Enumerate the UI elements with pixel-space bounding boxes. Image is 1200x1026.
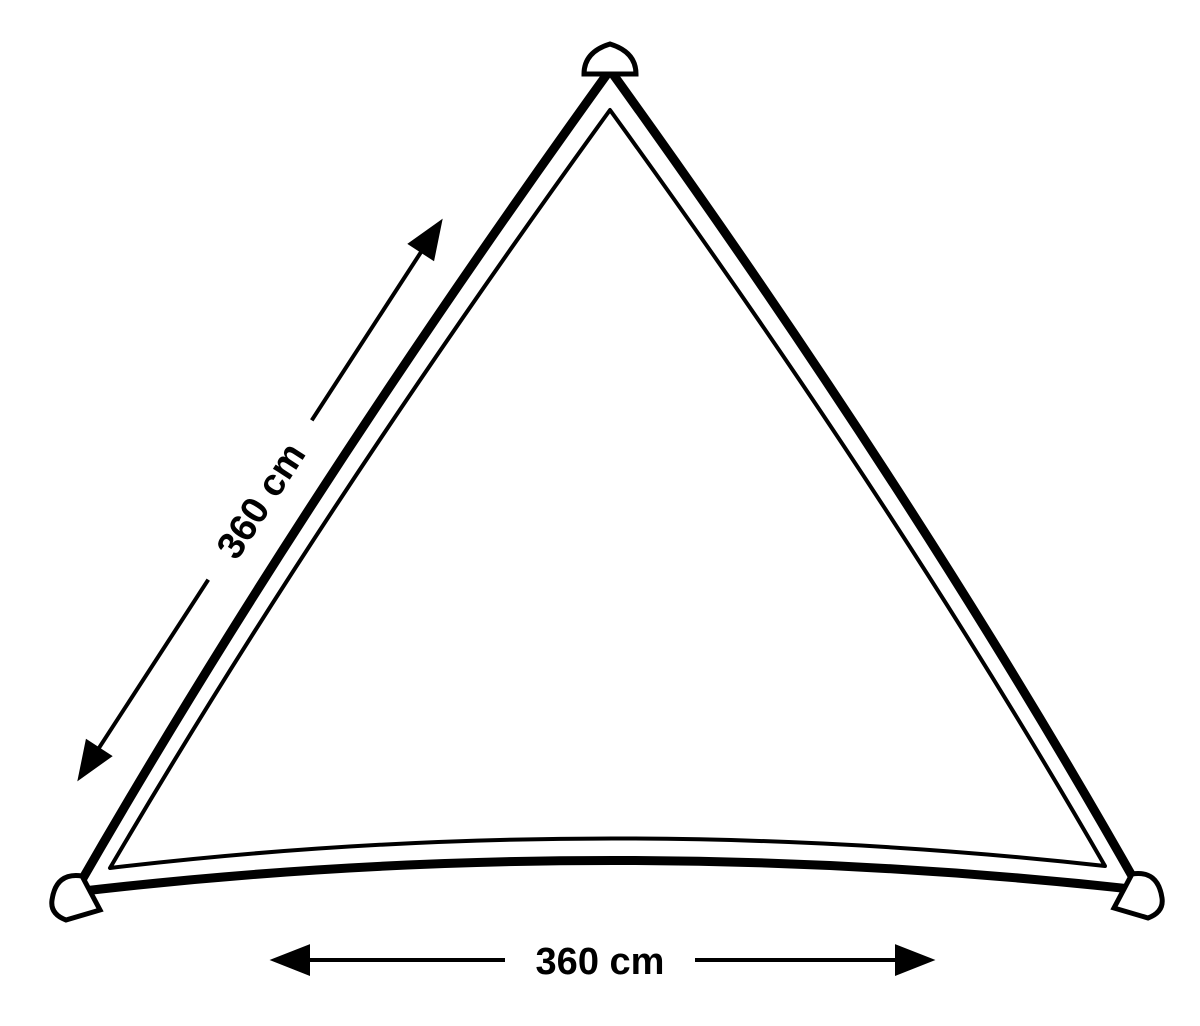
left-dimension: 360 cm — [58, 209, 461, 791]
left-arrow-head-a — [69, 742, 109, 784]
corner-left-icon — [52, 876, 100, 921]
bottom-arrow-head-left — [275, 947, 308, 973]
corner-right-icon — [1114, 874, 1162, 919]
corner-top-icon — [584, 44, 636, 74]
shade-sail-diagram: 360 cm 360 cm — [0, 0, 1200, 1026]
left-arrow-head-b — [411, 216, 451, 258]
triangle-outer-outline — [75, 70, 1140, 892]
bottom-arrow-head-right — [897, 947, 930, 973]
bottom-dimension-label: 360 cm — [536, 941, 665, 983]
corners — [52, 44, 1162, 920]
